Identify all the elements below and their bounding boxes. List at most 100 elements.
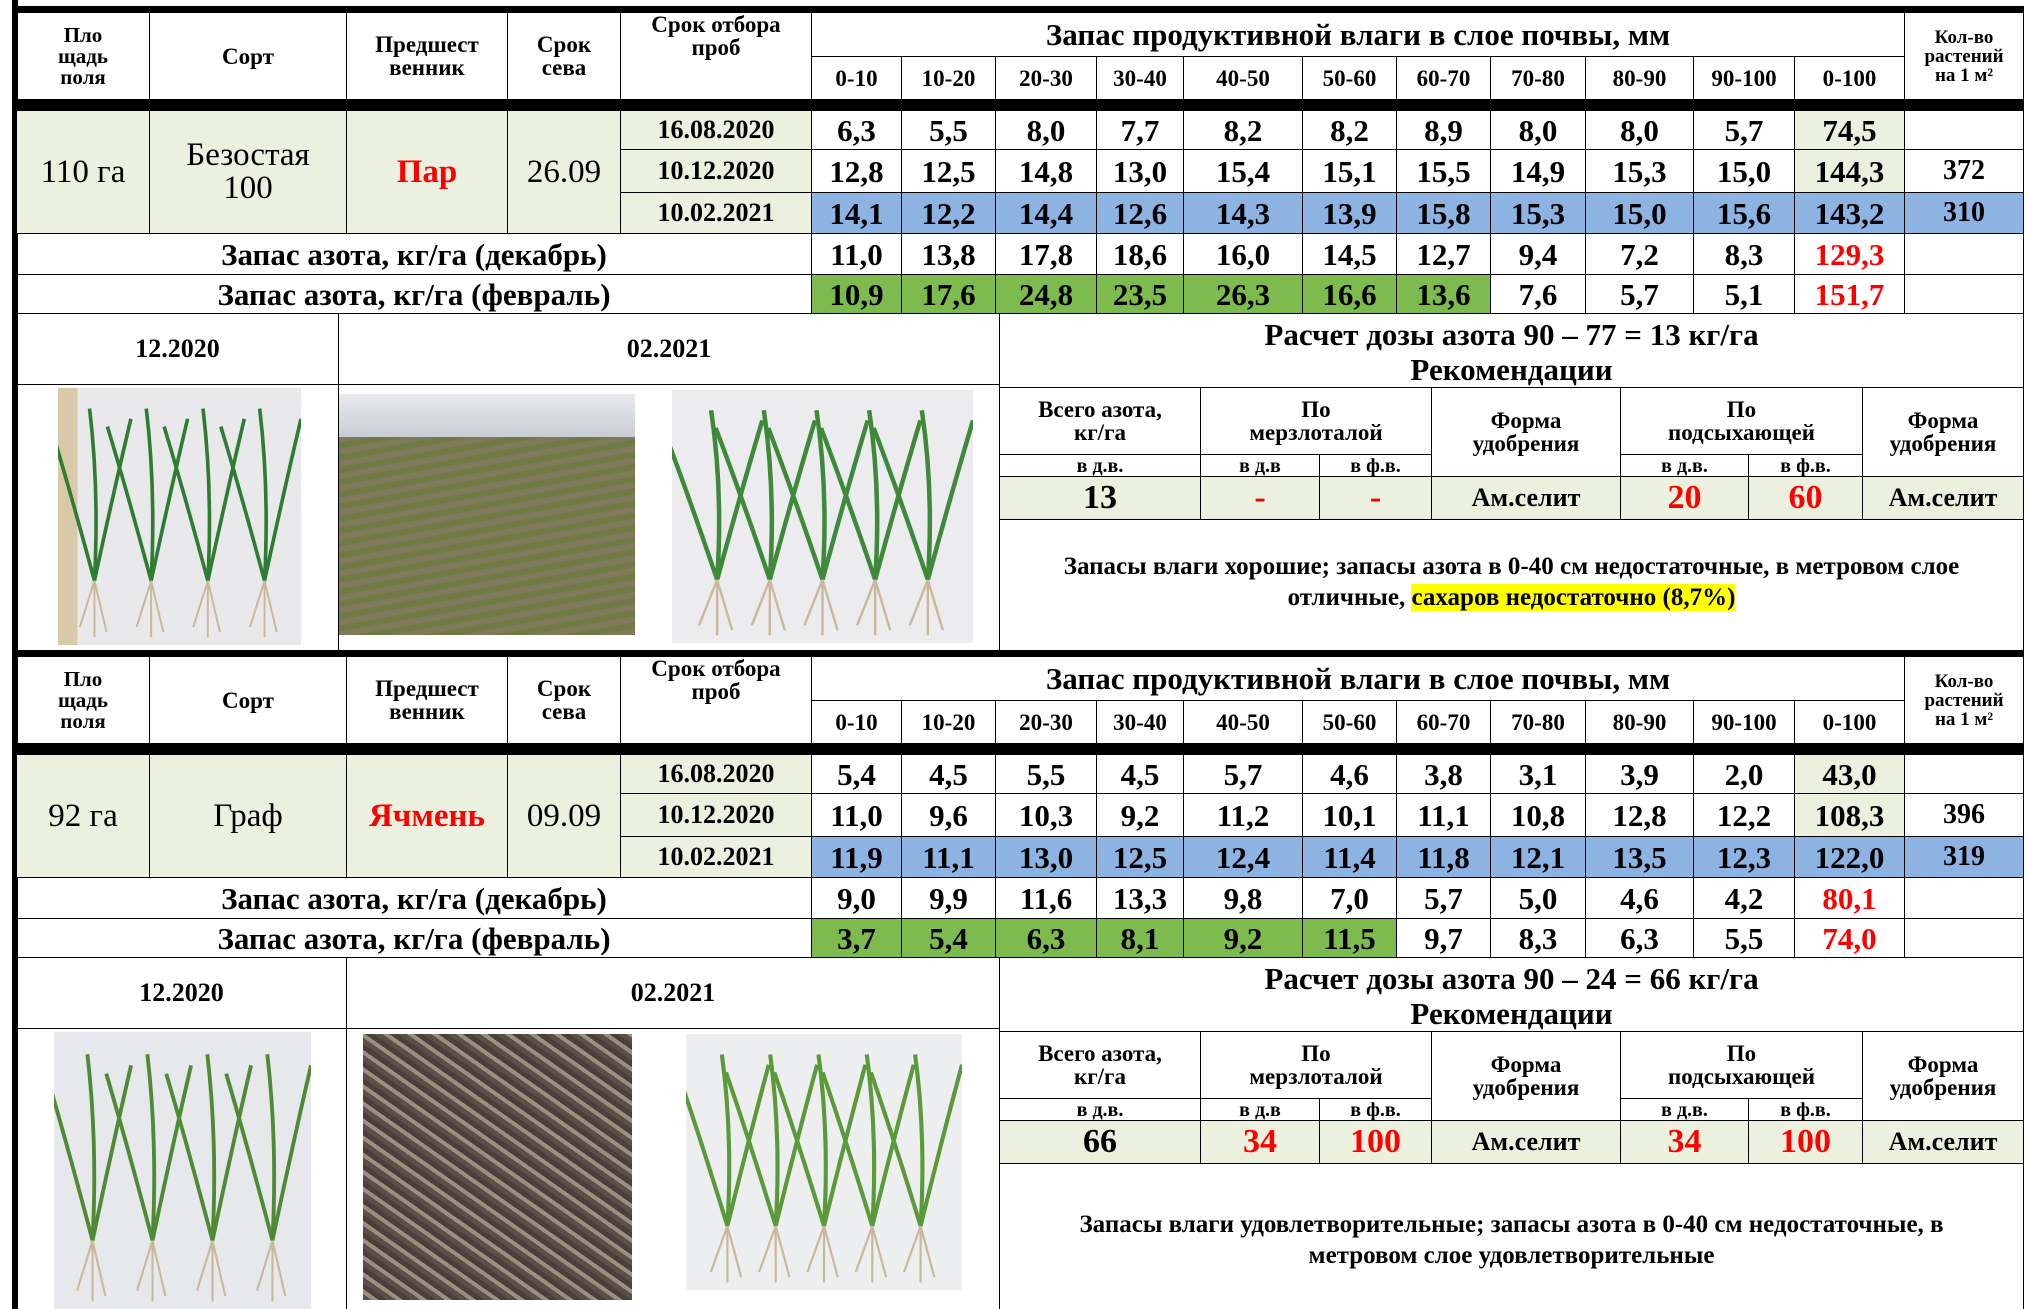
rec-subhead: в д.в [1200,454,1320,477]
nitrogen-value: 17,6 [901,274,996,314]
rec-subhead: в д.в. [1620,454,1749,477]
header-sampling: Срок отбора проб [620,656,812,744]
layer: 30-40 [1096,56,1184,100]
nitrogen-empty [1904,877,2024,919]
moisture-value: 14,8 [995,149,1097,193]
moisture-value: 3,1 [1490,754,1586,794]
moisture-value: 13,9 [1302,192,1397,234]
sowing: 26.09 [507,110,621,234]
nitrogen-value: 129,3 [1794,233,1905,275]
moisture-title: Запас продуктивной влаги в слое почвы, м… [811,656,1905,701]
layer: 0-10 [811,700,902,744]
variety: Безостая 100 [149,110,347,234]
nitrogen-empty [1904,233,2024,275]
header-predecessor: Предшест венник [346,12,508,100]
rec-head: По мерзлоталой [1200,1031,1432,1099]
moisture-value: 12,1 [1490,836,1586,878]
sample-date: 16.08.2020 [620,110,812,150]
rec-head: Всего азота, кг/га [999,1031,1201,1099]
sowing: 09.09 [507,754,621,878]
rec-value: 60 [1748,476,1863,520]
area: 92 га [16,754,150,878]
moisture-value: 9,6 [901,793,996,837]
rec-value: 100 [1319,1120,1432,1164]
calc: Расчет дозы азота 90 – 24 = 66 кг/га [1264,961,1759,996]
header-sowing: Срок сева [507,656,621,744]
moisture-value: 7,7 [1096,110,1184,150]
layer: 30-40 [1096,700,1184,744]
nitrogen-value: 6,3 [995,918,1097,958]
variety: Граф [149,754,347,878]
moisture-value: 3,8 [1396,754,1491,794]
nitrogen-value: 11,6 [995,877,1097,919]
moisture-value: 8,0 [1585,110,1694,150]
layer: 0-100 [1794,56,1905,100]
nitrogen-value: 7,2 [1585,233,1694,275]
moisture-value: 108,3 [1794,793,1905,837]
block-rule [12,650,2024,657]
layer: 10-20 [901,700,996,744]
rec-head: Форма удобрения [1431,1031,1621,1121]
nitrogen-value: 17,8 [995,233,1097,275]
sample-date: 10.02.2021 [620,836,812,878]
rec-value: - [1319,476,1432,520]
nitrogen-label: Запас азота, кг/га (февраль) [16,274,812,314]
nitrogen-value: 12,7 [1396,233,1491,275]
moisture-value: 5,7 [1693,110,1795,150]
header-rule [12,743,2024,755]
moisture-value: 5,4 [811,754,902,794]
moisture-value: 12,2 [901,192,996,234]
layer: 60-70 [1396,700,1491,744]
layer: 60-70 [1396,56,1491,100]
nitrogen-value: 9,7 [1396,918,1491,958]
header-plants: Кол-во растений на 1 м² [1904,12,2024,100]
moisture-value: 8,2 [1183,110,1303,150]
nitrogen-value: 8,3 [1693,233,1795,275]
moisture-value: 12,5 [901,149,996,193]
nitrogen-value: 16,0 [1183,233,1303,275]
header-sowing: Срок сева [507,12,621,100]
moisture-value: 5,5 [995,754,1097,794]
moisture-value: 10,1 [1302,793,1397,837]
rec-title: Рекомендации [1410,352,1613,387]
layer: 50-60 [1302,56,1397,100]
moisture-value: 15,4 [1183,149,1303,193]
layer: 40-50 [1183,700,1303,744]
moisture-value: 15,3 [1490,192,1586,234]
layer: 90-100 [1693,56,1795,100]
moisture-value: 8,0 [1490,110,1586,150]
photo [672,390,973,643]
moisture-value: 15,8 [1396,192,1491,234]
moisture-value: 12,3 [1693,836,1795,878]
photo [54,1032,311,1309]
plants: 396 [1904,793,2024,837]
conclusion-text: Запасы влаги хорошие; запасы азота в 0-4… [1063,553,1960,612]
moisture-value: 8,9 [1396,110,1491,150]
nitrogen-value: 9,8 [1183,877,1303,919]
block-rule [12,6,2024,13]
nitrogen-empty [1904,918,2024,958]
rec-title: Рекомендации [1410,996,1613,1031]
plants-empty [1904,754,2024,794]
predecessor: Пар [346,110,508,234]
header-variety: Сорт [149,12,347,100]
calc: Расчет дозы азота 90 – 77 = 13 кг/га [1264,317,1759,352]
rec-value: Ам.селит [1431,476,1621,520]
rec-value: Ам.селит [1862,1120,2024,1164]
moisture-value: 15,0 [1693,149,1795,193]
nitrogen-value: 9,4 [1490,233,1586,275]
moisture-value: 15,3 [1585,149,1694,193]
conclusion-highlight: сахаров недостаточно (8,7%) [1411,584,1736,612]
moisture-value: 13,0 [1096,149,1184,193]
moisture-value: 12,8 [811,149,902,193]
predecessor: Ячмень [346,754,508,878]
header-plants: Кол-во растений на 1 м² [1904,656,2024,744]
moisture-value: 13,5 [1585,836,1694,878]
rec-subhead: в ф.в. [1748,1098,1863,1121]
moisture-value: 11,8 [1396,836,1491,878]
rec-value: 13 [999,476,1201,520]
plants: 310 [1904,192,2024,234]
layer: 10-20 [901,56,996,100]
rec-value: 34 [1620,1120,1749,1164]
